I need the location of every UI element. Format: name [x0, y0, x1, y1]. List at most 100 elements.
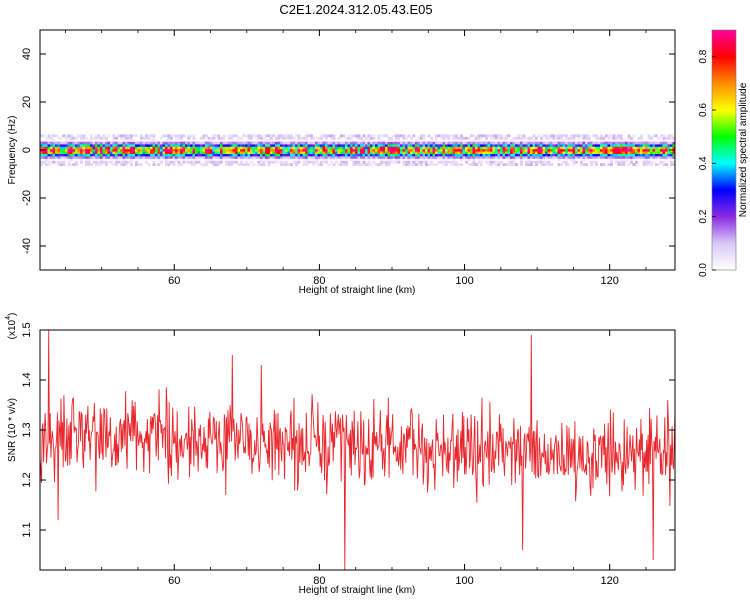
spectrogram-cell: [585, 144, 588, 147]
spectrogram-cell: [280, 141, 283, 145]
spectrogram-cell: [440, 151, 443, 154]
spectrogram-cell: [447, 148, 451, 152]
spectrogram-cell: [315, 144, 318, 147]
spectrogram-cell: [570, 146, 573, 150]
spectrogram-cell: [190, 153, 193, 157]
spectrogram-cell: [52, 156, 56, 159]
spectrogram-cell: [260, 158, 263, 162]
spectrogram-cell: [240, 160, 243, 164]
spectrogram-cell: [205, 146, 208, 150]
spectrogram-cell: [340, 153, 343, 157]
spectrogram-cell: [572, 146, 576, 150]
spectrogram-cell: [120, 156, 123, 159]
spectrogram-cell: [327, 151, 331, 154]
spectrogram-cell: [387, 144, 391, 147]
spectrogram-cell: [280, 160, 283, 164]
spectrogram-cell: [362, 160, 366, 164]
spectrogram-cell: [372, 136, 376, 140]
spectrogram-cell: [615, 158, 618, 162]
spectrogram-cell: [140, 134, 143, 138]
spectrogram-cell: [245, 141, 248, 145]
spectrogram-cell: [352, 156, 356, 159]
spectrogram-cell: [590, 151, 593, 154]
spectrogram-cell: [207, 160, 211, 164]
spectrogram-cell: [487, 144, 491, 147]
spectrogram-cell: [435, 156, 438, 159]
spectrogram-cell: [532, 160, 536, 164]
spectrogram-cell: [112, 144, 116, 147]
spectrogram-cell: [275, 148, 278, 152]
y-multiplier-label: (x104): [5, 313, 18, 340]
spectrogram-cell: [532, 139, 536, 142]
spectrogram-cell: [437, 153, 441, 157]
spectrogram-cell: [482, 151, 486, 154]
spectrogram-cell: [72, 153, 76, 157]
spectrogram-cell: [397, 158, 401, 162]
spectrogram-cell: [105, 153, 108, 157]
spectrogram-cell: [132, 144, 136, 147]
spectrogram-cell: [167, 153, 171, 157]
spectrogram-cell: [402, 141, 406, 145]
spectrogram-cell: [630, 158, 633, 162]
spectrogram-cell: [637, 136, 641, 140]
spectrogram-cell: [242, 141, 246, 145]
spectrogram-cell: [457, 151, 461, 154]
spectrogram-cell: [390, 153, 393, 157]
spectrogram-cell: [322, 141, 326, 145]
spectrogram-cell: [295, 156, 298, 159]
spectrogram-cell: [235, 134, 238, 138]
spectrogram-cell: [202, 146, 206, 150]
spectrogram-cell: [210, 136, 213, 140]
spectrogram-cell: [670, 163, 673, 166]
spectrogram-cell: [267, 146, 271, 150]
spectrogram-cell: [552, 144, 556, 147]
spectrogram-cell: [45, 144, 48, 147]
spectrogram-cell: [215, 160, 218, 164]
spectrogram-cell: [585, 153, 588, 157]
spectrogram-cell: [135, 148, 138, 152]
spectrogram-cell: [247, 134, 251, 138]
spectrogram-cell: [255, 148, 258, 152]
spectrogram-cell: [367, 136, 371, 140]
spectrogram-cell: [340, 151, 343, 154]
spectrogram-cell: [140, 151, 143, 154]
spectrogram-cell: [585, 151, 588, 154]
spectrogram-cell: [287, 146, 291, 150]
spectrogram-cell: [617, 144, 621, 147]
spectrogram-cell: [292, 156, 296, 159]
spectrogram-cell: [47, 153, 51, 157]
spectrogram-cell: [127, 160, 131, 164]
spectrogram-cell: [505, 156, 508, 159]
spectrogram-cell: [170, 156, 173, 159]
spectrogram-cell: [150, 148, 153, 152]
spectrogram-cell: [430, 156, 433, 159]
spectrogram-cell: [325, 160, 328, 164]
spectrogram-cell: [175, 153, 178, 157]
spectrogram-cell: [302, 163, 306, 166]
spectrogram-cell: [292, 146, 296, 150]
spectrogram-cell: [152, 144, 156, 147]
spectrogram-cell: [202, 136, 206, 140]
spectrogram-cell: [455, 151, 458, 154]
spectrogram-cell: [185, 148, 188, 152]
spectrogram-cell: [467, 148, 471, 152]
spectrogram-cell: [177, 141, 181, 145]
spectrogram-cell: [172, 134, 176, 138]
spectrogram-cell: [617, 163, 621, 166]
spectrogram-cell: [600, 156, 603, 159]
spectrogram-cell: [132, 151, 136, 154]
spectrogram-cell: [662, 160, 666, 164]
spectrogram-cell: [172, 163, 176, 166]
spectrogram-cell: [142, 156, 146, 159]
spectrogram-cell: [260, 144, 263, 147]
spectrogram-cell: [337, 141, 341, 145]
spectrogram-cell: [377, 163, 381, 166]
spectrogram-cell: [380, 160, 383, 164]
spectrogram-cell: [452, 136, 456, 140]
spectrogram-cell: [552, 134, 556, 138]
spectrogram-cell: [127, 144, 131, 147]
spectrogram-cell: [275, 139, 278, 142]
spectrogram-cell: [200, 163, 203, 166]
spectrogram-cell: [40, 153, 43, 157]
spectrogram-cell: [477, 156, 481, 159]
